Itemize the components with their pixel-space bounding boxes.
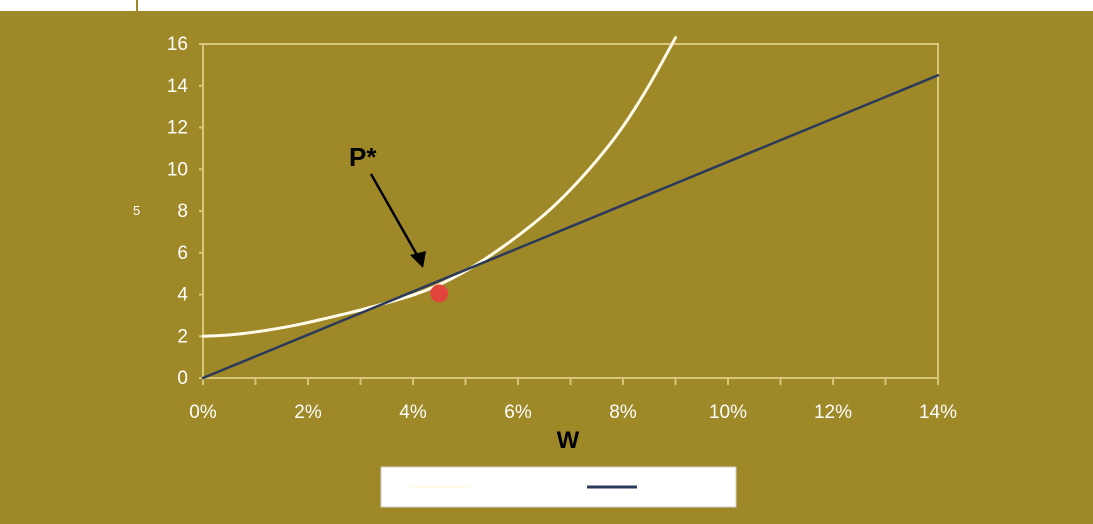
legend-label-ir: IR=0,75 bbox=[477, 479, 527, 495]
x-tick-label: 14% bbox=[919, 402, 957, 423]
y-tick-label: 8 bbox=[177, 201, 188, 222]
y-tick-label: 16 bbox=[167, 34, 188, 55]
chart-background bbox=[0, 11, 1093, 524]
x-axis-tick-marks bbox=[202, 378, 939, 385]
y-tick-label: 10 bbox=[167, 159, 188, 180]
top-bar bbox=[0, 0, 1093, 11]
y-tick-label: 2 bbox=[177, 326, 188, 347]
side-label: 5 bbox=[133, 203, 140, 218]
legend: IR=0,75 VA=0,025 bbox=[380, 466, 737, 508]
y-axis-tick-labels: 0 2 4 6 8 10 12 14 16 bbox=[167, 34, 189, 389]
x-tick-label: 10% bbox=[709, 402, 747, 423]
x-axis-title: W bbox=[557, 427, 580, 454]
x-tick-label: 4% bbox=[399, 402, 427, 423]
series-layer bbox=[201, 36, 940, 380]
x-tick-label: 12% bbox=[814, 402, 852, 423]
series-line-va bbox=[201, 74, 940, 380]
x-tick-label: 0% bbox=[189, 402, 217, 423]
annotation-arrow bbox=[369, 173, 423, 263]
x-tick-label: 2% bbox=[294, 402, 322, 423]
x-axis-tick-labels: 0% 2% 4% 6% 8% 10% 12% 14% bbox=[189, 402, 957, 423]
y-tick-label: 14 bbox=[167, 76, 189, 97]
y-tick-label: 6 bbox=[177, 243, 188, 264]
y-tick-label: 4 bbox=[177, 285, 188, 306]
annotation-label: P* bbox=[349, 142, 377, 172]
y-tick-label: 12 bbox=[167, 118, 188, 139]
series-line-ir bbox=[201, 36, 677, 338]
annotation-arrowhead bbox=[410, 251, 426, 268]
legend-label-va: VA=0,025 bbox=[643, 479, 704, 495]
annotation-p-star: P* bbox=[349, 142, 449, 303]
y-tick-label: 0 bbox=[177, 368, 188, 389]
equilibrium-point bbox=[430, 284, 449, 303]
x-tick-label: 6% bbox=[504, 402, 532, 423]
x-tick-label: 8% bbox=[609, 402, 637, 423]
